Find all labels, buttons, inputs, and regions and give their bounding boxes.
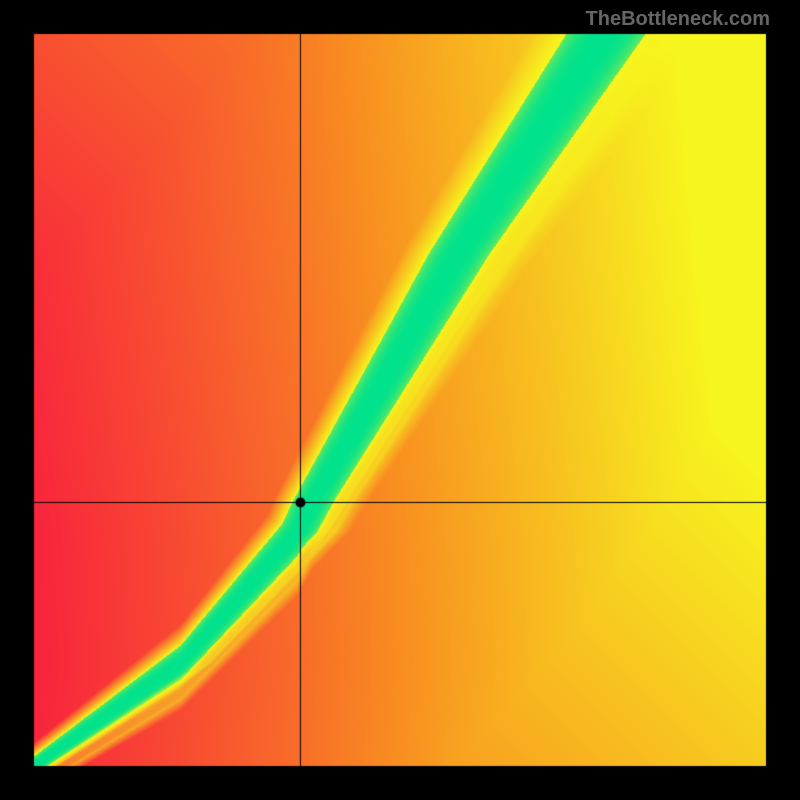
watermark-text: TheBottleneck.com [586, 8, 770, 31]
chart-container: TheBottleneck.com [0, 0, 800, 800]
bottleneck-heatmap [0, 0, 800, 800]
